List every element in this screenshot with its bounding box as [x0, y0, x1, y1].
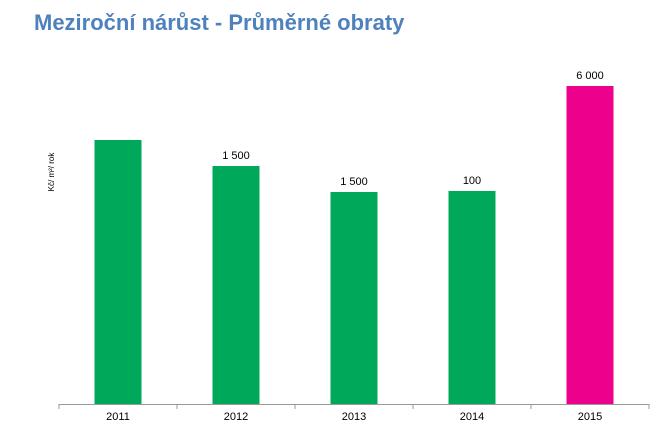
data-label: 1 500 — [340, 176, 368, 188]
data-label: 6 000 — [576, 70, 604, 82]
x-tick-label: 2015 — [578, 411, 602, 423]
data-label: 100 — [463, 175, 481, 187]
chart-title: Meziroční nárůst - Průměrné obraty — [34, 10, 405, 35]
bar — [448, 191, 496, 404]
bar — [566, 86, 614, 404]
x-tick-label: 2013 — [342, 411, 366, 423]
bar — [94, 140, 142, 404]
x-tick-label: 2012 — [224, 411, 248, 423]
x-tick-label: 2011 — [106, 411, 130, 423]
bar — [330, 192, 378, 404]
x-tick-label: 2014 — [460, 411, 484, 423]
data-label: 1 500 — [222, 150, 250, 162]
bar — [212, 166, 260, 404]
y-axis-label: Kč/ m²/ rok — [47, 152, 56, 192]
